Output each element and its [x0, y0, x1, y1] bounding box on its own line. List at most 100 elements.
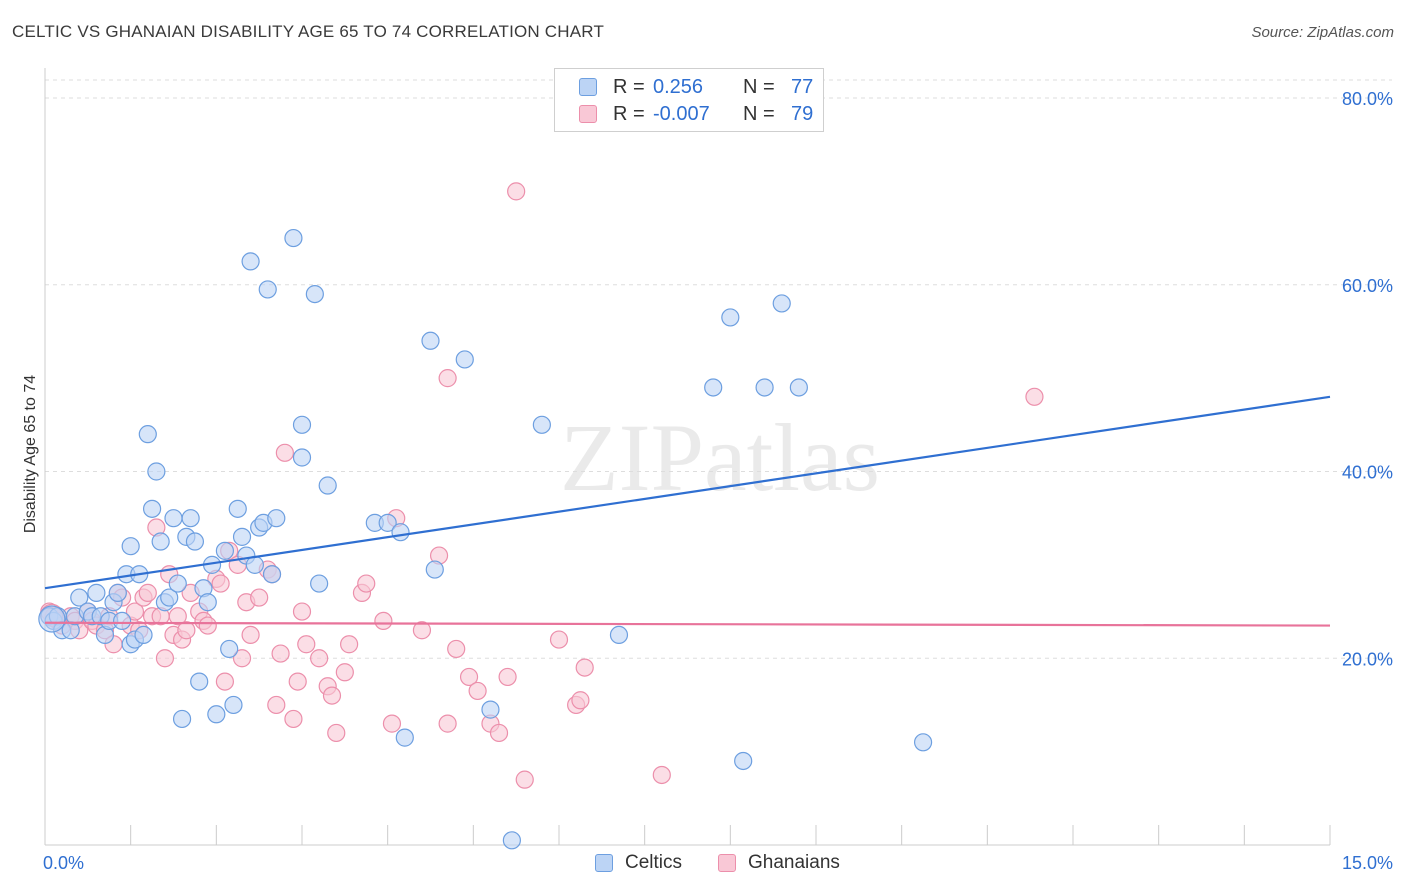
celtic-point [147, 462, 166, 481]
celtic-point [207, 705, 226, 724]
celtic-point [38, 605, 66, 633]
ghanaian-point [310, 649, 329, 668]
ghanaian-point [271, 644, 290, 663]
ghanaian-point [267, 695, 286, 715]
ghanaian-point [340, 635, 359, 654]
legend-row-ghanaians: R = -0.007 N = 79 [579, 102, 813, 126]
ghanaian-point [549, 630, 569, 649]
celtic-point [185, 532, 205, 551]
ghanaian-point [459, 667, 479, 687]
celtic-point [121, 537, 140, 556]
axes [44, 68, 1331, 846]
legend-label-celtics: Celtics [625, 852, 683, 873]
celtic-point [502, 831, 521, 850]
celtic-point [87, 583, 106, 602]
celtic-point [378, 513, 397, 532]
n-value: 79 [791, 102, 814, 125]
celtic-point [108, 583, 127, 602]
celtic-point [318, 476, 337, 495]
legend-item-celtics[interactable]: Celtics [595, 852, 682, 874]
legend-row-celtics: R = 0.256 N = 77 [579, 75, 813, 99]
trend-lines [44, 395, 1331, 627]
watermark: ZIPatlas [560, 404, 880, 511]
celtic-point [292, 415, 312, 434]
celtic-point [425, 560, 444, 579]
y-tick-label: 80.0% [1342, 89, 1393, 109]
ghanaian-point [232, 649, 252, 668]
y-tick-label: 20.0% [1342, 649, 1393, 669]
celtic-point [721, 308, 740, 327]
ghanaian-point [515, 770, 534, 789]
ghanaian-point [468, 681, 487, 701]
celtics-points [38, 228, 933, 850]
celtic-point [164, 509, 183, 528]
n-label: N = [743, 102, 775, 125]
ghanaian-point [292, 602, 312, 621]
x-tick-label: 0.0% [43, 853, 84, 873]
celtic-point [913, 733, 933, 752]
ghanaian-point [284, 709, 303, 729]
r-label: R = [613, 75, 645, 98]
celtic-point [262, 565, 282, 584]
legend-label-ghanaians: Ghanaians [748, 852, 840, 873]
n-value: 77 [791, 75, 814, 98]
ghanaian-point [412, 621, 432, 640]
ghanaian-point [288, 672, 307, 691]
celtics-trend-line [44, 395, 1331, 590]
ghanaian-point [489, 723, 509, 743]
y-tick-label: 60.0% [1342, 276, 1393, 296]
ghanaian-point [498, 667, 517, 687]
ghanaian-point [357, 574, 376, 593]
ghanaians-swatch-icon [718, 854, 736, 872]
celtic-point [772, 294, 791, 313]
ghanaian-point [1025, 387, 1044, 406]
ghanaian-point [168, 607, 187, 626]
celtic-point [70, 588, 89, 607]
ghanaian-point [382, 714, 402, 733]
ghanaian-point [275, 443, 294, 462]
ghanaian-point [438, 714, 457, 733]
ghanaian-point [507, 182, 526, 201]
celtic-point [142, 499, 162, 518]
ghanaian-point [297, 635, 316, 654]
celtic-point [789, 378, 808, 397]
celtics-swatch-icon [595, 854, 613, 872]
celtic-point [138, 425, 157, 444]
ghanaian-point [335, 663, 354, 682]
celtic-point [305, 284, 324, 304]
r-label: R = [613, 102, 645, 125]
celtic-point [391, 523, 410, 542]
celtic-point [755, 378, 774, 397]
celtic-point [241, 252, 260, 271]
ghanaian-point [250, 588, 269, 607]
celtic-point [220, 639, 239, 659]
ghanaian-point [374, 611, 393, 631]
celtic-point [232, 527, 252, 546]
celtic-point [310, 574, 329, 593]
celtic-point [112, 611, 132, 631]
ghanaian-point [241, 625, 260, 645]
grid-lines [45, 79, 1392, 659]
celtic-point [704, 378, 723, 397]
celtic-point [481, 700, 500, 719]
ghanaian-point [138, 583, 157, 602]
celtic-point [734, 751, 753, 771]
ghanaian-point [571, 691, 590, 710]
ghanaian-point [447, 639, 466, 659]
celtic-point [455, 350, 474, 369]
celtic-point [228, 499, 247, 518]
chart-title: CELTIC VS GHANAIAN DISABILITY AGE 65 TO … [12, 22, 605, 41]
ghanaian-point [177, 621, 196, 640]
n-label: N = [743, 75, 775, 98]
ghanaian-point [575, 658, 594, 677]
ghanaians-swatch-icon [579, 105, 597, 123]
celtic-point [215, 541, 234, 560]
celtic-point [395, 728, 414, 747]
celtic-point [292, 448, 312, 467]
celtic-point [168, 574, 187, 593]
ghanaian-point [211, 574, 230, 593]
celtic-point [181, 509, 200, 528]
ghanaian-point [125, 602, 145, 621]
legend-item-ghanaians[interactable]: Ghanaians [718, 852, 840, 874]
celtic-point [532, 415, 551, 434]
